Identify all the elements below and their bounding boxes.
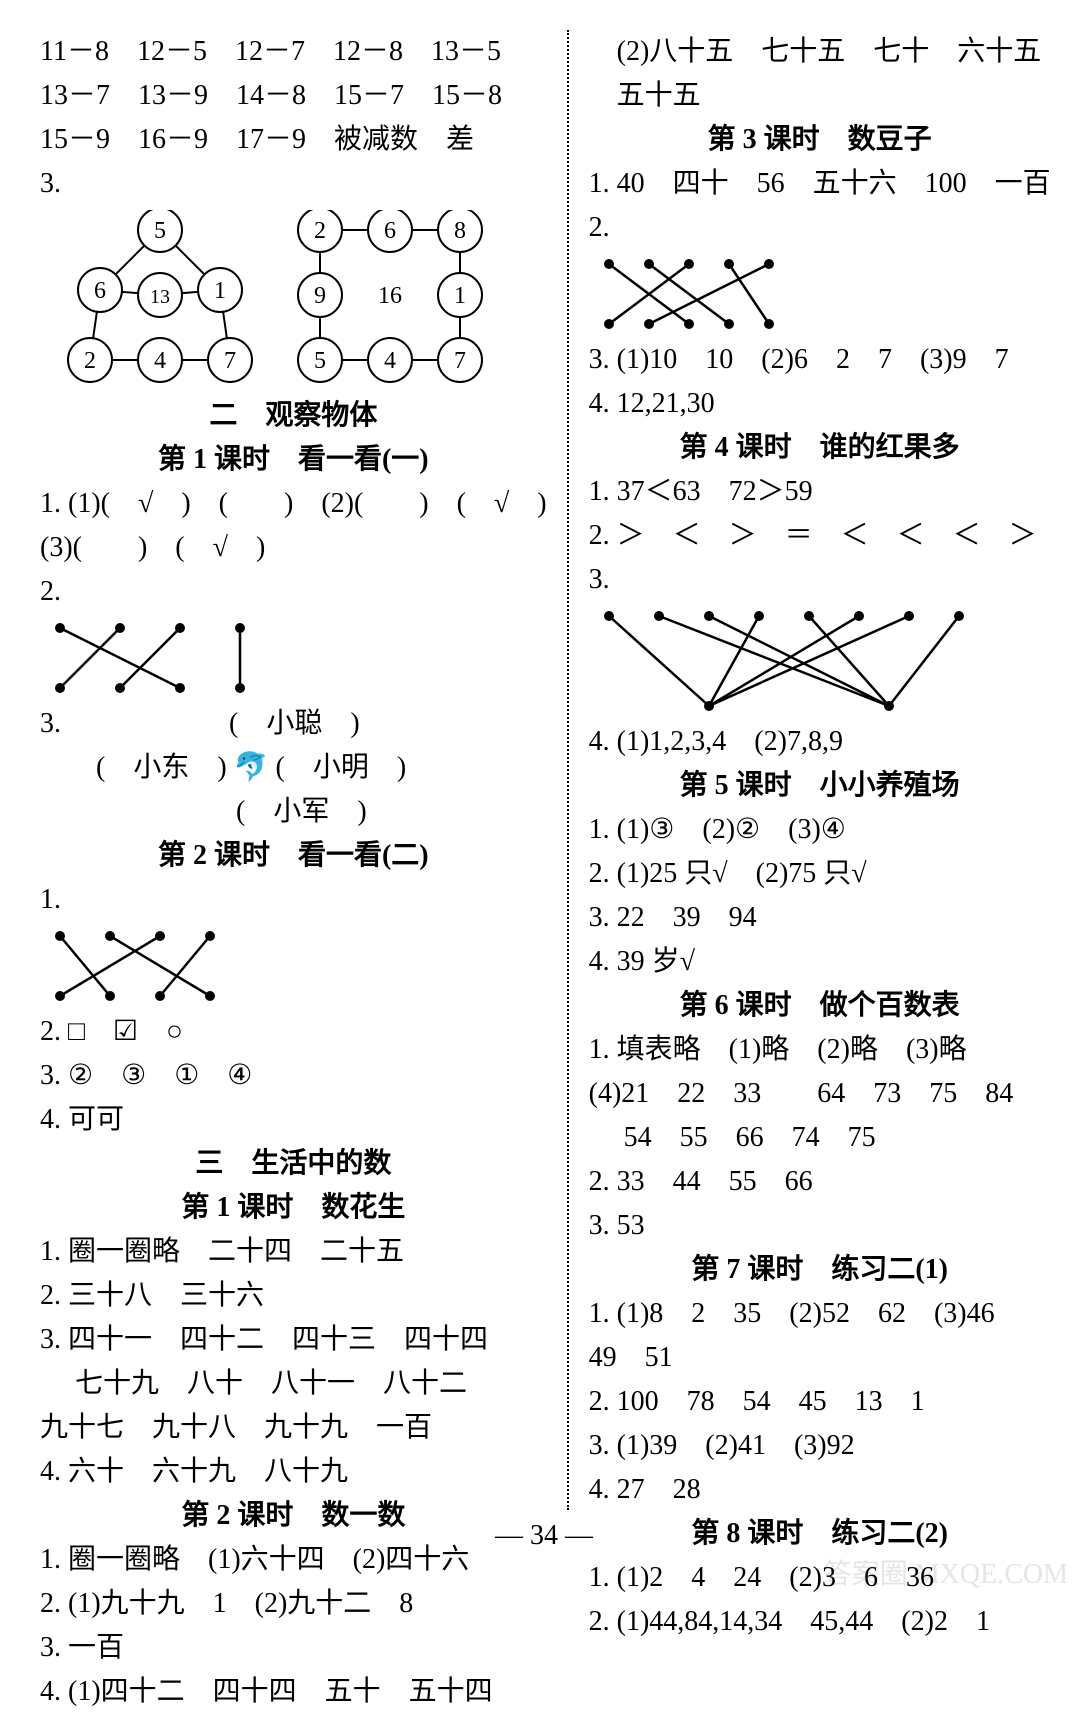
text-line: 4. 可可 (40, 1098, 547, 1142)
text-line: (2)八十五 七十五 七十 六十五 (589, 30, 1051, 74)
text-line: 1. (1)8 2 35 (2)52 62 (3)46 (589, 1292, 1051, 1336)
svg-text:7: 7 (454, 348, 466, 374)
text-line: 3. 一百 (40, 1626, 547, 1670)
svg-text:13: 13 (150, 286, 170, 308)
text-line: 3. (589, 558, 1051, 602)
text-line: 3. ② ③ ① ④ (40, 1054, 547, 1098)
text-line: 3. 四十一 四十二 四十三 四十四 (40, 1318, 547, 1362)
svg-text:9: 9 (314, 283, 326, 309)
svg-text:2: 2 (84, 348, 96, 374)
text-line: 4. 12,21,30 (589, 382, 1051, 426)
text-line: 五十五 (589, 74, 1051, 118)
right-column: (2)八十五 七十五 七十 六十五 五十五 第 3 课时 数豆子 1. 40 四… (569, 30, 1051, 1510)
text-line: 2. (1)25 只√ (2)75 只√ (589, 852, 1051, 896)
text-line: 4. 39 岁√ (589, 940, 1051, 984)
text-line: 2. (1)九十九 1 (2)九十二 8 (40, 1582, 547, 1626)
text-line: 2. 33 44 55 66 (589, 1160, 1051, 1204)
text-line: 2. (1)44,84,14,34 45,44 (2)2 1 (589, 1600, 1051, 1644)
k2-match (40, 926, 547, 1006)
text-line: ( 小军 ) (40, 790, 547, 834)
lesson-title: 第 1 课时 看一看(一) (40, 438, 547, 482)
text-line: 2. 三十八 三十六 (40, 1274, 547, 1318)
text-line: (4)21 22 33 64 73 75 84 (589, 1072, 1051, 1116)
lesson-title: 第 2 课时 看一看(二) (40, 834, 547, 878)
text-line: 3. (1)39 (2)41 (3)92 (589, 1424, 1051, 1468)
text-line: 4. 27 28 (589, 1468, 1051, 1512)
page: 11－8 12－5 12－7 12－8 13－5 13－7 13－9 14－8 … (0, 0, 1088, 1600)
lesson-title: 第 4 课时 谁的红果多 (589, 426, 1051, 470)
svg-text:16: 16 (378, 283, 402, 309)
text-line: 4. (1)四十二 四十四 五十 五十四 (40, 1670, 547, 1714)
lesson-title: 第 2 课时 数一数 (40, 1494, 547, 1538)
section-title: 二 观察物体 (40, 394, 547, 438)
text-line: 11－8 12－5 12－7 12－8 13－5 (40, 30, 547, 74)
text-line: ( 小东 ) 🐬 ( 小明 ) (40, 746, 547, 790)
k1-match (40, 618, 547, 698)
text-line: 1. 圈一圈略 二十四 二十五 (40, 1230, 547, 1274)
lesson-title: 第 8 课时 练习二(2) (589, 1512, 1051, 1556)
svg-text:5: 5 (314, 348, 326, 374)
text-line: 15－9 16－9 17－9 被减数 差 (40, 118, 547, 162)
lesson-title: 第 5 课时 小小养殖场 (589, 764, 1051, 808)
svg-text:1: 1 (454, 283, 466, 309)
watermark: 答案圈 MXQE.COM (824, 1560, 1068, 1590)
svg-text:2: 2 (314, 218, 326, 244)
text-line: 3. 53 (589, 1204, 1051, 1248)
left-column: 11－8 12－5 12－7 12－8 13－5 13－7 13－9 14－8 … (40, 30, 567, 1510)
text-line: 2. 100 78 54 45 13 1 (589, 1380, 1051, 1424)
text-line: 3. (40, 162, 547, 206)
text-line: 3. ( 小聪 ) (40, 702, 547, 746)
text-line: 4. (1)1,2,3,4 (2)7,8,9 (589, 720, 1051, 764)
k4-match (589, 606, 1051, 716)
lesson-title: 第 6 课时 做个百数表 (589, 984, 1051, 1028)
svg-text:1: 1 (214, 278, 226, 304)
svg-text:4: 4 (384, 348, 396, 374)
text-line: 1. 填表略 (1)略 (2)略 (3)略 (589, 1028, 1051, 1072)
text-line: 54 55 66 74 75 (589, 1116, 1051, 1160)
text-line: (3)( ) ( √ ) (40, 526, 547, 570)
text-line: 1. (1)③ (2)② (3)④ (589, 808, 1051, 852)
text-line: 九十七 九十八 九十九 一百 (40, 1406, 547, 1450)
text-line: 3. (1)10 10 (2)6 2 7 (3)9 7 (589, 338, 1051, 382)
svg-text:5: 5 (154, 218, 166, 244)
text-line: 1. 37＜63 72＞59 (589, 470, 1051, 514)
svg-text:8: 8 (454, 218, 466, 244)
lesson-title: 第 3 课时 数豆子 (589, 118, 1051, 162)
text-line: 2. (589, 206, 1051, 250)
svg-text:6: 6 (94, 278, 106, 304)
lesson-title: 第 1 课时 数花生 (40, 1186, 547, 1230)
text-line: 七十九 八十 八十一 八十二 (40, 1362, 547, 1406)
text-line: 49 51 (589, 1336, 1051, 1380)
text-line: 1. (1)( √ ) ( ) (2)( ) ( √ ) (40, 482, 547, 526)
svg-text:7: 7 (224, 348, 236, 374)
text-line: 2. (40, 570, 547, 614)
text-line: 13－7 13－9 14－8 15－7 15－8 (40, 74, 547, 118)
text-line: 4. 六十 六十九 八十九 (40, 1450, 547, 1494)
q3-diagrams: 5 6 13 1 2 4 7 2 6 8 9 16 1 5 4 7 (40, 210, 547, 390)
svg-text:6: 6 (384, 218, 396, 244)
text-line: 1. 圈一圈略 (1)六十四 (2)四十六 (40, 1538, 547, 1582)
columns: 11－8 12－5 12－7 12－8 13－5 13－7 13－9 14－8 … (40, 30, 1048, 1510)
text-line: 1. 40 四十 56 五十六 100 一百 (589, 162, 1051, 206)
svg-text:4: 4 (154, 348, 166, 374)
text-line: 2. ＞ ＜ ＞ ＝ ＜ ＜ ＜ ＞ (589, 514, 1051, 558)
lesson-title: 第 7 课时 练习二(1) (589, 1248, 1051, 1292)
text-line: 1. (40, 878, 547, 922)
text-line: 2. □ ☑ ○ (40, 1010, 547, 1054)
section-title: 三 生活中的数 (40, 1142, 547, 1186)
text-line: 3. 22 39 94 (589, 896, 1051, 940)
k3-match (589, 254, 1051, 334)
